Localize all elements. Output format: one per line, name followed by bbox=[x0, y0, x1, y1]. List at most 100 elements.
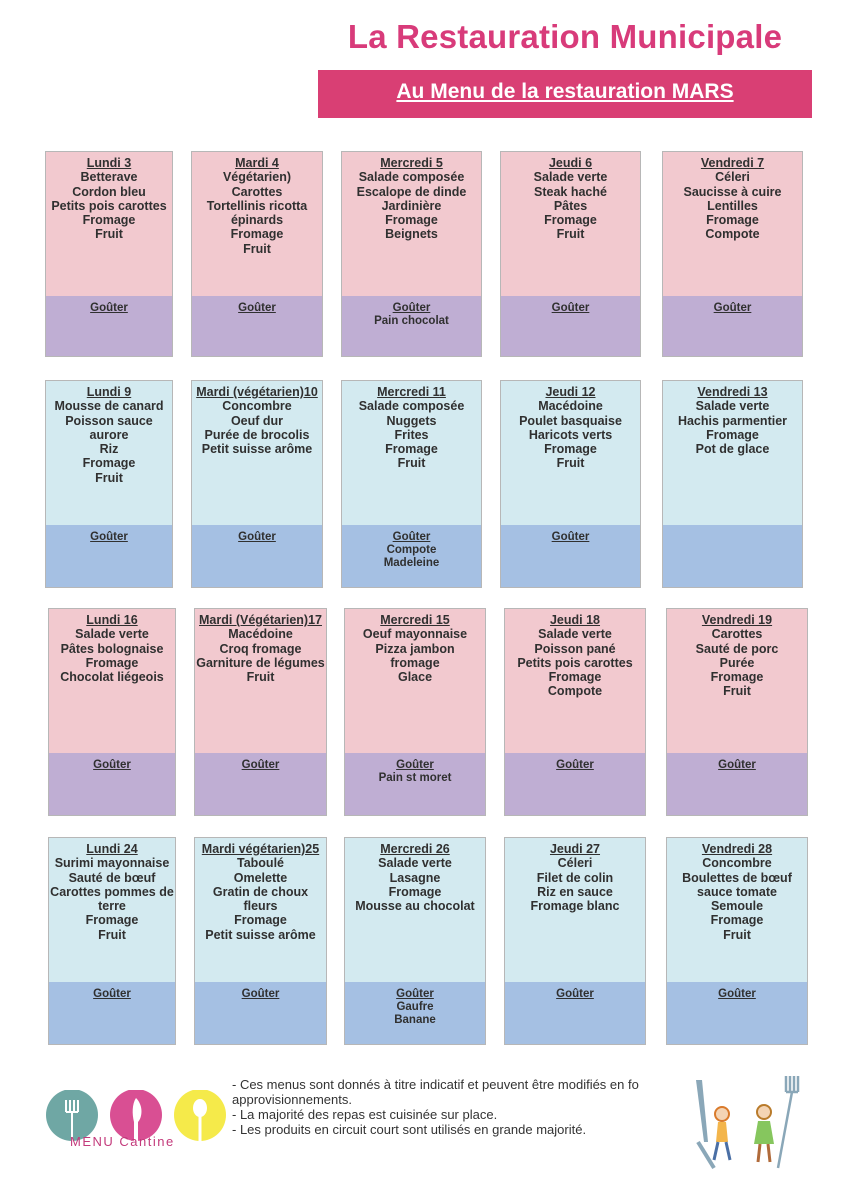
lunch-section: Vendredi 7 Céleri Saucisse à cuire Lentille… bbox=[663, 152, 802, 300]
dish-item: Oeuf dur bbox=[230, 413, 284, 428]
day-label: Jeudi 12 bbox=[545, 385, 596, 399]
gouter-label: Goûter bbox=[238, 302, 276, 314]
dish-item: Boulettes de bœuf bbox=[682, 870, 792, 885]
day-label: Jeudi 6 bbox=[548, 156, 593, 170]
day-card: Vendredi 19 Carottes Sauté de porc Purée Fro… bbox=[666, 608, 808, 816]
dish-item: Fromage bbox=[82, 213, 136, 228]
dish-item: Fruit bbox=[95, 227, 123, 242]
dish-item: Salade verte bbox=[538, 627, 612, 642]
day-label: Lundi 9 bbox=[86, 385, 132, 399]
dish-item: Omelette bbox=[233, 870, 288, 885]
dish-item: Steak haché bbox=[534, 184, 607, 199]
gouter-section: Goûter bbox=[501, 525, 640, 587]
note-line: - Ces menus sont donnés à titre indicati… bbox=[232, 1077, 639, 1092]
dish-item: Carottes bbox=[711, 627, 763, 642]
note-line: - Les produits en circuit court sont uti… bbox=[232, 1122, 587, 1137]
dish-item: Céleri bbox=[557, 856, 593, 871]
dish-item: Fromage bbox=[544, 442, 597, 457]
dish-item: Nuggets bbox=[386, 413, 437, 428]
lunch-section: Mercredi 5 Salade composée Escalope de din… bbox=[342, 152, 481, 300]
kids-with-cutlery-illustration bbox=[696, 1076, 800, 1170]
gouter-section: Goûter bbox=[505, 753, 645, 815]
day-card: Vendredi 13 Salade verte Hachis parmentier… bbox=[662, 380, 803, 588]
dish-item: Haricots verts bbox=[528, 427, 613, 442]
day-card: Jeudi 12 Macédoine Poulet basquaise Haricot… bbox=[500, 380, 641, 588]
day-label: Jeudi 27 bbox=[549, 842, 601, 856]
dish-item: Fromage bbox=[710, 670, 764, 685]
lunch-section: Vendredi 28 Concombre Boulettes de bœuf sau… bbox=[667, 838, 807, 986]
gouter-section: Goûter Pain st moret bbox=[345, 753, 485, 815]
dish-item: Compote bbox=[547, 684, 603, 699]
gouter-item: Gaufre bbox=[396, 1001, 434, 1013]
day-card: Jeudi 27 Céleri Filet de colin Riz en sauce… bbox=[504, 837, 646, 1045]
day-card: Lundi 3 Betterave Cordon bleu Petits pois c… bbox=[45, 151, 173, 357]
gouter-section: Goûter bbox=[46, 296, 172, 356]
day-card: Lundi 16 Salade verte Pâtes bolognaise From… bbox=[48, 608, 176, 816]
day-card: Lundi 24 Surimi mayonnaise Sauté de bœuf Ca… bbox=[48, 837, 176, 1045]
dish-item: Concombre bbox=[702, 856, 772, 871]
lunch-section: Jeudi 6 Salade verte Steak haché Pâtes Froma… bbox=[501, 152, 640, 300]
dish-item: Glace bbox=[397, 670, 433, 685]
lunch-section: Mercredi 11 Salade composée Nuggets Frites F… bbox=[342, 381, 481, 529]
dish-item: Céleri bbox=[715, 170, 750, 185]
dish-item: Fromage bbox=[548, 670, 602, 685]
gouter-label: Goûter bbox=[556, 759, 594, 771]
gouter-label: Goûter bbox=[396, 988, 434, 1000]
dish-item: Poisson pané bbox=[534, 641, 616, 656]
day-label: Vendredi 19 bbox=[701, 613, 773, 627]
day-card: Jeudi 18 Salade verte Poisson pané Petits p… bbox=[504, 608, 646, 816]
dish-item: Purée bbox=[719, 655, 755, 670]
day-label: Vendredi 7 bbox=[700, 156, 765, 170]
dish-item: Beignets bbox=[385, 227, 438, 242]
lunch-section: Mardi végétarien)25 Taboulé Omelette Gratin… bbox=[195, 838, 326, 986]
dish-item: Chocolat liégeois bbox=[60, 670, 164, 685]
gouter-section: Goûter bbox=[192, 296, 322, 356]
dish-item: Fromage bbox=[388, 884, 442, 899]
dish-item: Fruit bbox=[556, 456, 585, 471]
dish-item: Saucisse à cuire bbox=[683, 184, 782, 199]
dish-item: terre bbox=[98, 899, 126, 914]
dish-item: Salade verte bbox=[75, 627, 149, 642]
day-card: Mardi 4 Végétarien) Carottes Tortellinis ri… bbox=[191, 151, 323, 357]
dish-item: Carottes pommes de bbox=[50, 884, 174, 899]
dish-item: Fromage bbox=[230, 227, 284, 242]
dish-item: Salade verte bbox=[533, 170, 608, 185]
gouter-section: Goûter Gaufre Banane bbox=[345, 982, 485, 1044]
day-label: Mercredi 26 bbox=[380, 842, 450, 856]
dish-item: Salade verte bbox=[695, 399, 770, 414]
day-label: Mercredi 15 bbox=[380, 613, 450, 627]
dish-item: Mousse de canard bbox=[54, 399, 164, 414]
gouter-section: Goûter Compote Madeleine bbox=[342, 525, 481, 587]
dish-item: fromage bbox=[390, 655, 440, 670]
dish-item: Petit suisse arôme bbox=[205, 927, 316, 942]
day-label: Jeudi 18 bbox=[549, 613, 601, 627]
day-label: Lundi 24 bbox=[86, 842, 138, 856]
dish-item: Pâtes bbox=[553, 198, 588, 213]
day-label: Mardi 4 bbox=[235, 156, 279, 170]
dish-item: Frites bbox=[394, 427, 429, 442]
gouter-item: Compote bbox=[386, 544, 437, 556]
gouter-item: Banane bbox=[394, 1014, 436, 1026]
subtitle-text: Au Menu de la restauration MARS bbox=[396, 80, 734, 103]
dish-item: Fruit bbox=[95, 470, 123, 485]
dish-item: Petits pois carottes bbox=[517, 655, 633, 670]
gouter-label: Goûter bbox=[718, 988, 756, 1000]
note-line: - La majorité des repas est cuisinée sur… bbox=[232, 1107, 498, 1122]
lunch-section: Jeudi 12 Macédoine Poulet basquaise Haricot… bbox=[501, 381, 640, 529]
dish-item: Cordon bleu bbox=[72, 184, 146, 199]
gouter-section: Goûter bbox=[663, 296, 802, 356]
dish-item: Fromage bbox=[385, 213, 438, 228]
day-label: Vendredi 28 bbox=[701, 842, 773, 856]
lunch-section: Mardi (Végétarien)17 Macédoine Croq fromag… bbox=[195, 609, 326, 757]
dish-item: Macédoine bbox=[228, 627, 293, 642]
gouter-label: Goûter bbox=[241, 988, 280, 1000]
dish-item: Petits pois carottes bbox=[51, 198, 167, 213]
lunch-section: Vendredi 13 Salade verte Hachis parmentier… bbox=[663, 381, 802, 529]
dish-item: Lentilles bbox=[707, 198, 758, 213]
gouter-label: Goûter bbox=[718, 759, 756, 771]
dish-item: sauce tomate bbox=[697, 884, 777, 899]
gouter-section: Goûter bbox=[192, 525, 322, 587]
day-card: Mercredi 26 Salade verte Lasagne Fromage Mou… bbox=[344, 837, 486, 1045]
gouter-section: Goûter bbox=[505, 982, 645, 1044]
day-card: Vendredi 7 Céleri Saucisse à cuire Lentille… bbox=[662, 151, 803, 357]
